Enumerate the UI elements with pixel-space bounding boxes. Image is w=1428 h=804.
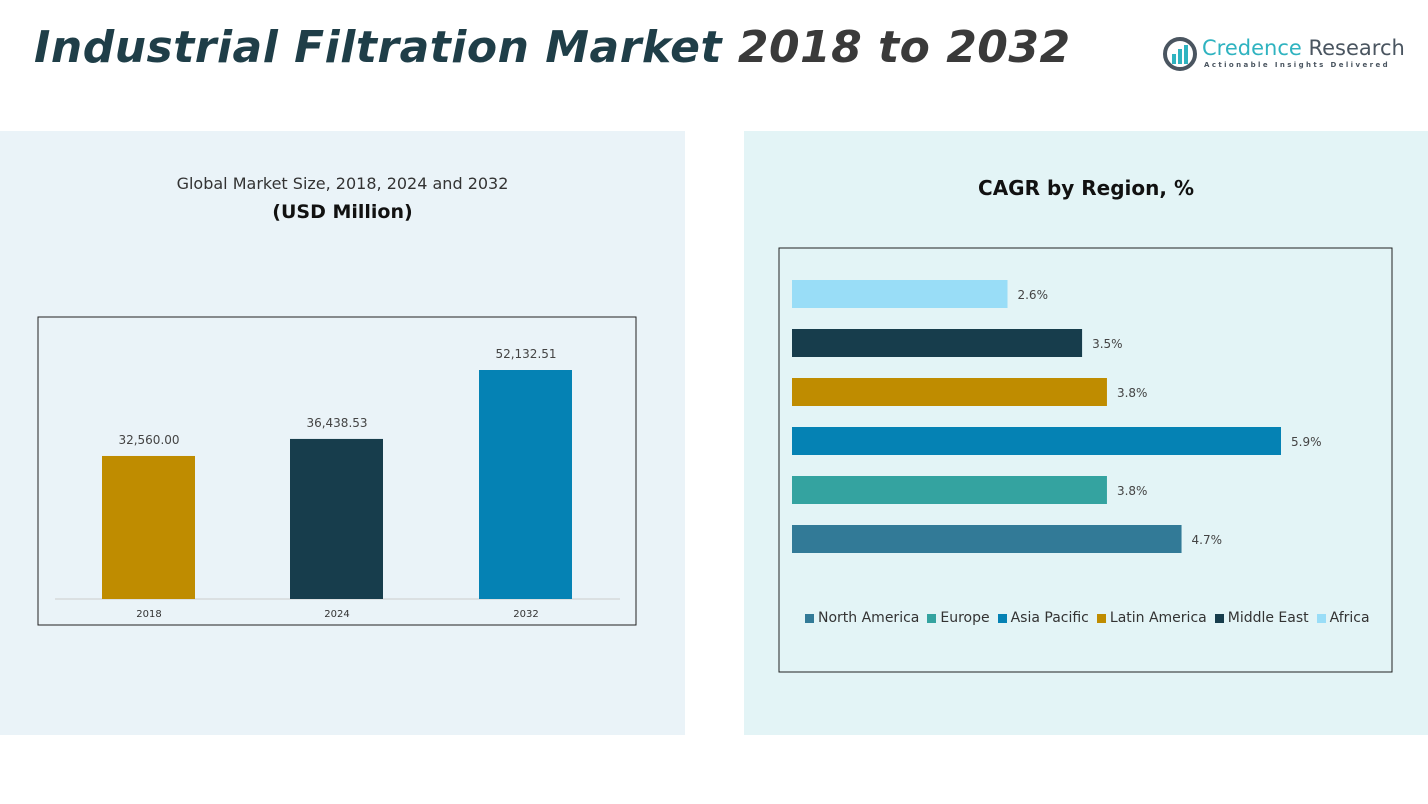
legend-label: Africa xyxy=(1329,610,1370,626)
bar-2032 xyxy=(479,370,572,599)
data-label-2018: 32,560.00 xyxy=(118,433,179,447)
left-chart-title: Global Market Size, 2018, 2024 and 2032 xyxy=(176,174,509,193)
data-label-middle-east: 3.5% xyxy=(1092,337,1123,351)
legend-item: Latin America xyxy=(1096,610,1207,626)
legend-swatch xyxy=(1214,613,1224,623)
legend-item: Africa xyxy=(1316,610,1370,626)
logo: Credence Research Actionable Insights De… xyxy=(1162,36,1405,76)
data-label-north-america: 4.7% xyxy=(1192,533,1223,547)
legend-swatch xyxy=(1316,613,1326,623)
legend-swatch xyxy=(1096,613,1106,623)
region-legend: North America Europe Asia Pacific Latin Ame… xyxy=(805,610,1370,626)
data-label-africa: 2.6% xyxy=(1017,288,1047,302)
bar-2018 xyxy=(102,455,195,599)
legend-label: North America xyxy=(818,610,920,626)
x-tick-2024: 2024 xyxy=(324,609,349,620)
legend-swatch xyxy=(805,613,814,623)
legend-item: North America xyxy=(805,610,919,626)
page-title: Industrial Filtration Market 2018 to 203… xyxy=(34,22,1071,73)
bar-latin-america xyxy=(792,378,1107,406)
left-chart-frame xyxy=(37,316,637,626)
legend-item: Asia Pacific xyxy=(997,610,1089,626)
data-label-latin-america: 3.8% xyxy=(1117,386,1148,400)
bar-middle-east xyxy=(792,329,1083,357)
data-label-2024: 36,438.53 xyxy=(306,416,367,430)
x-tick-2032: 2032 xyxy=(513,609,538,620)
logo-icon xyxy=(1163,37,1197,71)
data-label-2032: 52,132.51 xyxy=(495,347,556,361)
right-chart-title: CAGR by Region, % xyxy=(978,176,1194,200)
bar-europe xyxy=(792,476,1107,504)
legend-label: Europe xyxy=(940,610,990,626)
legend-label: Latin America xyxy=(1109,610,1207,626)
legend-swatch xyxy=(927,613,937,623)
bar-north-america xyxy=(792,525,1182,553)
data-label-europe: 3.8% xyxy=(1117,484,1148,498)
right-chart-frame xyxy=(778,247,1393,673)
legend-item: Europe xyxy=(927,610,990,626)
legend-item: Middle East xyxy=(1214,610,1309,626)
bar-2024 xyxy=(290,438,383,599)
bar-asia-pacific xyxy=(792,427,1281,455)
data-label-asia-pacific: 5.9% xyxy=(1291,435,1322,449)
bar-africa xyxy=(792,280,1008,308)
left-chart-subtitle: (USD Million) xyxy=(272,201,413,223)
legend-swatch xyxy=(997,613,1007,623)
x-tick-2018: 2018 xyxy=(136,609,161,620)
legend-label: Middle East xyxy=(1227,610,1309,626)
legend-label: Asia Pacific xyxy=(1010,610,1089,626)
